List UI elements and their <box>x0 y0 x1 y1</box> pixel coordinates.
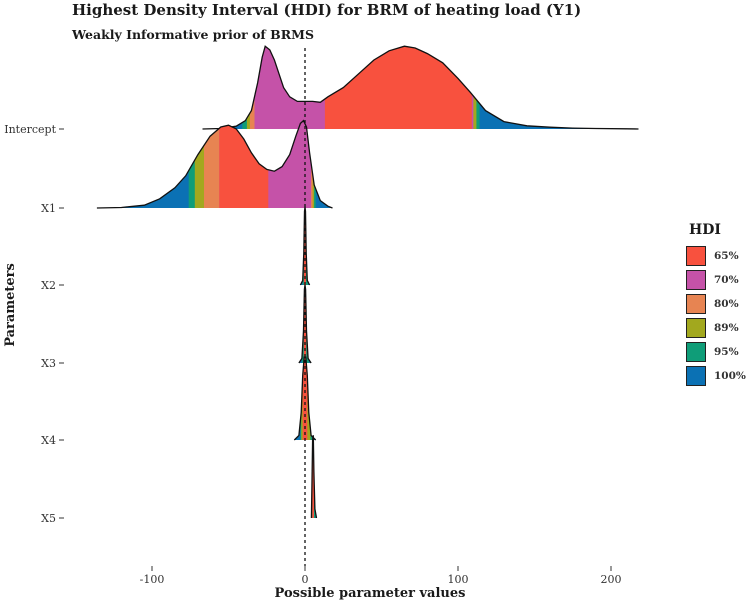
legend-entry-100: 100% <box>686 364 746 388</box>
legend-title: HDI <box>689 222 721 238</box>
hdi-band-65-intercept <box>324 46 472 130</box>
legend-swatch <box>686 318 706 338</box>
legend-entry-95: 95% <box>686 340 746 364</box>
hdi-band-65-x2 <box>303 206 306 285</box>
legend: HDI 65% 70% 80% 89% 95% 100% <box>686 222 746 388</box>
legend-label: 70% <box>714 274 739 286</box>
y-axis-label: Parameters <box>3 263 18 347</box>
density-outline-intercept <box>202 45 639 130</box>
x-tick-label: 200 <box>601 573 622 586</box>
legend-label: 89% <box>714 322 739 334</box>
ridge-intercept <box>202 45 639 130</box>
ridges-layer <box>96 45 639 519</box>
legend-swatch <box>686 246 706 266</box>
chart-subtitle: Weakly Informative prior of BRMS <box>72 27 314 42</box>
y-tick-label-intercept: Intercept <box>4 123 56 136</box>
density-outline-x4 <box>293 356 317 441</box>
x-tick-label: -100 <box>140 573 165 586</box>
x-tick-label: 100 <box>448 573 469 586</box>
legend-entry-89: 89% <box>686 316 746 340</box>
hdi-band-65-x5 <box>312 435 314 518</box>
y-tick-label-x2: X2 <box>41 279 56 292</box>
legend-swatch <box>686 366 706 386</box>
y-tick-label-x5: X5 <box>41 512 56 525</box>
legend-entry-70: 70% <box>686 268 746 292</box>
legend-label: 65% <box>714 250 739 262</box>
y-tick-label-x3: X3 <box>41 357 56 370</box>
legend-swatch <box>686 270 706 290</box>
x-tick-label: 0 <box>302 573 309 586</box>
ridge-x5 <box>310 435 318 519</box>
y-tick-label-x4: X4 <box>41 434 56 447</box>
legend-entry-65: 65% <box>686 244 746 268</box>
legend-swatch <box>686 294 706 314</box>
chart-title: Highest Density Interval (HDI) for BRM o… <box>72 1 582 19</box>
density-outline-x1 <box>96 119 333 209</box>
y-axis: Intercept X1 X2 X3 X4 X5 <box>4 123 64 525</box>
x-axis-label: Possible parameter values <box>275 586 466 601</box>
legend-label: 80% <box>714 298 739 310</box>
density-outline-x5 <box>310 435 318 519</box>
legend-label: 95% <box>714 346 739 358</box>
hdi-band-65-x3 <box>303 284 307 363</box>
legend-entry-80: 80% <box>686 292 746 316</box>
legend-label: 100% <box>714 370 746 382</box>
legend-entries: 65% 70% 80% 89% 95% 100% <box>686 244 746 388</box>
x-axis: -100 0 100 200 <box>140 566 622 586</box>
y-tick-label-x1: X1 <box>41 202 56 215</box>
legend-swatch <box>686 342 706 362</box>
